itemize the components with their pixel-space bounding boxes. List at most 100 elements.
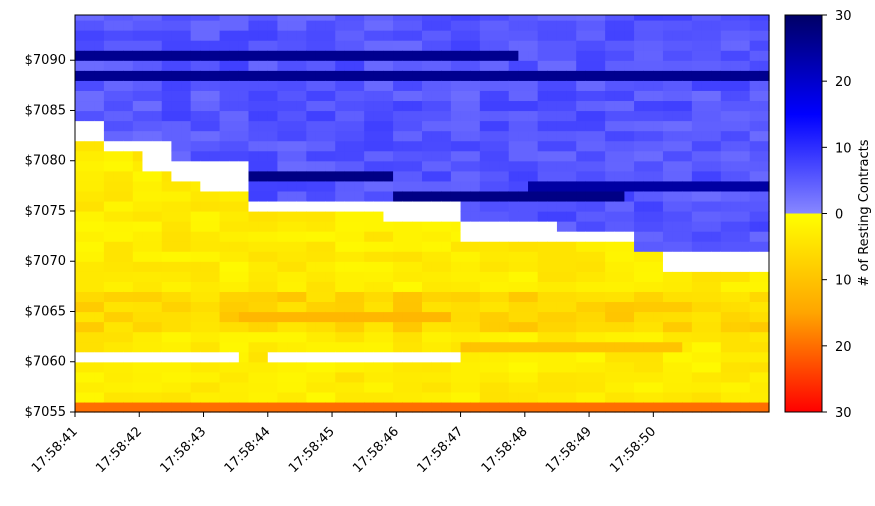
heatmap-cell bbox=[383, 140, 394, 152]
heatmap-cell bbox=[740, 341, 751, 353]
heatmap-cell bbox=[181, 110, 192, 122]
heatmap-cell bbox=[94, 221, 105, 232]
heatmap-cell bbox=[547, 15, 558, 21]
heatmap-cell bbox=[364, 200, 375, 212]
heatmap-cell bbox=[470, 401, 481, 413]
heatmap-cell bbox=[460, 210, 471, 222]
heatmap-cell bbox=[528, 281, 539, 292]
heatmap-cell bbox=[499, 60, 510, 71]
heatmap-cell bbox=[585, 271, 597, 282]
heatmap-cell bbox=[209, 120, 221, 132]
heatmap-cell bbox=[373, 110, 385, 122]
heatmap-cell bbox=[740, 361, 751, 373]
heatmap-cell bbox=[740, 170, 751, 182]
heatmap-cell bbox=[518, 70, 529, 81]
heatmap-cell bbox=[152, 391, 163, 403]
heatmap-cell bbox=[152, 200, 163, 212]
heatmap-cell bbox=[422, 100, 433, 112]
heatmap-cell bbox=[585, 80, 597, 91]
heatmap-cell bbox=[547, 160, 558, 172]
heatmap-cell bbox=[103, 311, 115, 323]
heatmap-cell bbox=[152, 150, 163, 162]
heatmap-cell bbox=[248, 160, 259, 172]
heatmap-cell bbox=[711, 351, 722, 363]
heatmap-cell bbox=[605, 160, 616, 172]
heatmap-cell bbox=[200, 311, 211, 323]
heatmap-cell bbox=[528, 120, 539, 132]
heatmap-cell bbox=[470, 391, 481, 403]
heatmap-cell bbox=[624, 140, 635, 152]
heatmap-cell bbox=[152, 70, 163, 81]
heatmap-cell bbox=[730, 381, 741, 393]
heatmap-cell bbox=[499, 180, 510, 192]
heatmap-cell bbox=[344, 401, 356, 413]
heatmap-cell bbox=[383, 221, 394, 232]
heatmap-cell bbox=[113, 160, 124, 172]
heatmap-cell bbox=[258, 110, 269, 122]
heatmap-cell bbox=[460, 221, 471, 232]
heatmap-cell bbox=[306, 381, 317, 393]
heatmap-cell bbox=[412, 170, 423, 182]
heatmap-cell bbox=[335, 351, 346, 363]
heatmap-cell bbox=[624, 281, 635, 292]
heatmap-cell bbox=[585, 50, 597, 61]
heatmap-cell bbox=[653, 190, 664, 202]
heatmap-cell bbox=[200, 291, 211, 303]
heatmap-cell bbox=[229, 271, 240, 282]
heatmap-cell bbox=[470, 301, 481, 313]
heatmap-cell bbox=[412, 351, 423, 363]
heatmap-cell bbox=[460, 50, 471, 61]
heatmap-cell bbox=[132, 160, 144, 172]
heatmap-cell bbox=[238, 281, 250, 292]
heatmap-cell bbox=[209, 261, 221, 272]
heatmap-cell bbox=[229, 170, 240, 182]
heatmap-cell bbox=[624, 60, 635, 71]
heatmap-cell bbox=[113, 50, 124, 61]
heatmap-cell bbox=[306, 140, 317, 152]
heatmap-cell bbox=[103, 210, 115, 222]
heatmap-cell bbox=[267, 30, 279, 41]
heatmap-cell bbox=[518, 170, 529, 182]
heatmap-cell bbox=[94, 291, 105, 303]
heatmap-cell bbox=[364, 241, 375, 252]
heatmap-cell bbox=[373, 60, 385, 71]
heatmap-cell bbox=[219, 221, 230, 232]
heatmap-cell bbox=[422, 80, 433, 91]
heatmap-cell bbox=[325, 321, 336, 333]
heatmap-cell bbox=[441, 160, 452, 172]
heatmap-cell bbox=[84, 120, 95, 132]
heatmap-cell bbox=[200, 100, 211, 112]
heatmap-cell bbox=[344, 50, 356, 61]
heatmap-cell bbox=[730, 110, 741, 122]
heatmap-cell bbox=[759, 15, 770, 21]
heatmap-cell bbox=[711, 80, 722, 91]
heatmap-cell bbox=[431, 170, 442, 182]
heatmap-cell bbox=[238, 140, 250, 152]
heatmap-cell bbox=[556, 271, 568, 282]
heatmap-cell bbox=[595, 200, 606, 212]
heatmap-cell bbox=[171, 351, 182, 363]
heatmap-cell bbox=[393, 241, 404, 252]
heatmap-cell bbox=[759, 100, 770, 112]
heatmap-cell bbox=[672, 271, 683, 282]
heatmap-cell bbox=[277, 210, 288, 222]
heatmap-cell bbox=[113, 80, 124, 91]
heatmap-cell bbox=[740, 80, 751, 91]
heatmap-cell bbox=[393, 60, 404, 71]
heatmap-cell bbox=[229, 80, 240, 91]
heatmap-cell bbox=[142, 100, 153, 112]
heatmap-cell bbox=[364, 40, 375, 51]
heatmap-cell bbox=[740, 130, 751, 142]
heatmap-cell bbox=[393, 361, 404, 373]
heatmap-cell bbox=[682, 341, 693, 353]
heatmap-cell bbox=[634, 311, 645, 323]
heatmap-cell bbox=[460, 361, 471, 373]
heatmap-cell bbox=[720, 50, 732, 61]
heatmap-cell bbox=[344, 30, 356, 41]
heatmap-cell bbox=[682, 110, 693, 122]
heatmap-cell bbox=[720, 170, 732, 182]
heatmap-cell bbox=[402, 221, 413, 232]
heatmap-cell bbox=[691, 231, 703, 242]
heatmap-cell bbox=[441, 210, 452, 222]
heatmap-cell bbox=[287, 70, 298, 81]
